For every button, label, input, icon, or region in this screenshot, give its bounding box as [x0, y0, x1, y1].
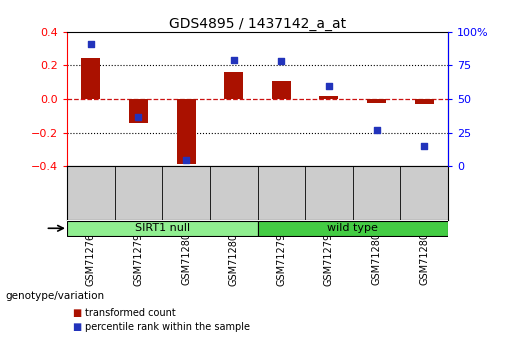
- Bar: [81, 58, 100, 99]
- Bar: [272, 81, 291, 99]
- Text: wild type: wild type: [328, 223, 378, 233]
- Bar: [258, 221, 448, 236]
- Point: [325, 83, 333, 88]
- Title: GDS4895 / 1437142_a_at: GDS4895 / 1437142_a_at: [169, 17, 346, 31]
- Bar: [319, 96, 338, 99]
- Text: percentile rank within the sample: percentile rank within the sample: [85, 322, 250, 332]
- Bar: [177, 99, 196, 164]
- Text: SIRT1 null: SIRT1 null: [134, 223, 190, 233]
- Point: [87, 41, 95, 47]
- Point: [182, 157, 190, 162]
- Point: [420, 143, 428, 149]
- Point: [230, 57, 238, 63]
- Bar: [415, 99, 434, 104]
- Text: ■: ■: [72, 322, 81, 332]
- Bar: [367, 99, 386, 103]
- Text: transformed count: transformed count: [85, 308, 176, 318]
- Point: [277, 59, 285, 64]
- Point: [372, 127, 381, 133]
- Bar: [224, 72, 243, 99]
- Bar: [67, 221, 258, 236]
- Bar: [129, 99, 148, 124]
- Point: [134, 114, 143, 119]
- Text: ■: ■: [72, 308, 81, 318]
- Text: genotype/variation: genotype/variation: [5, 291, 104, 301]
